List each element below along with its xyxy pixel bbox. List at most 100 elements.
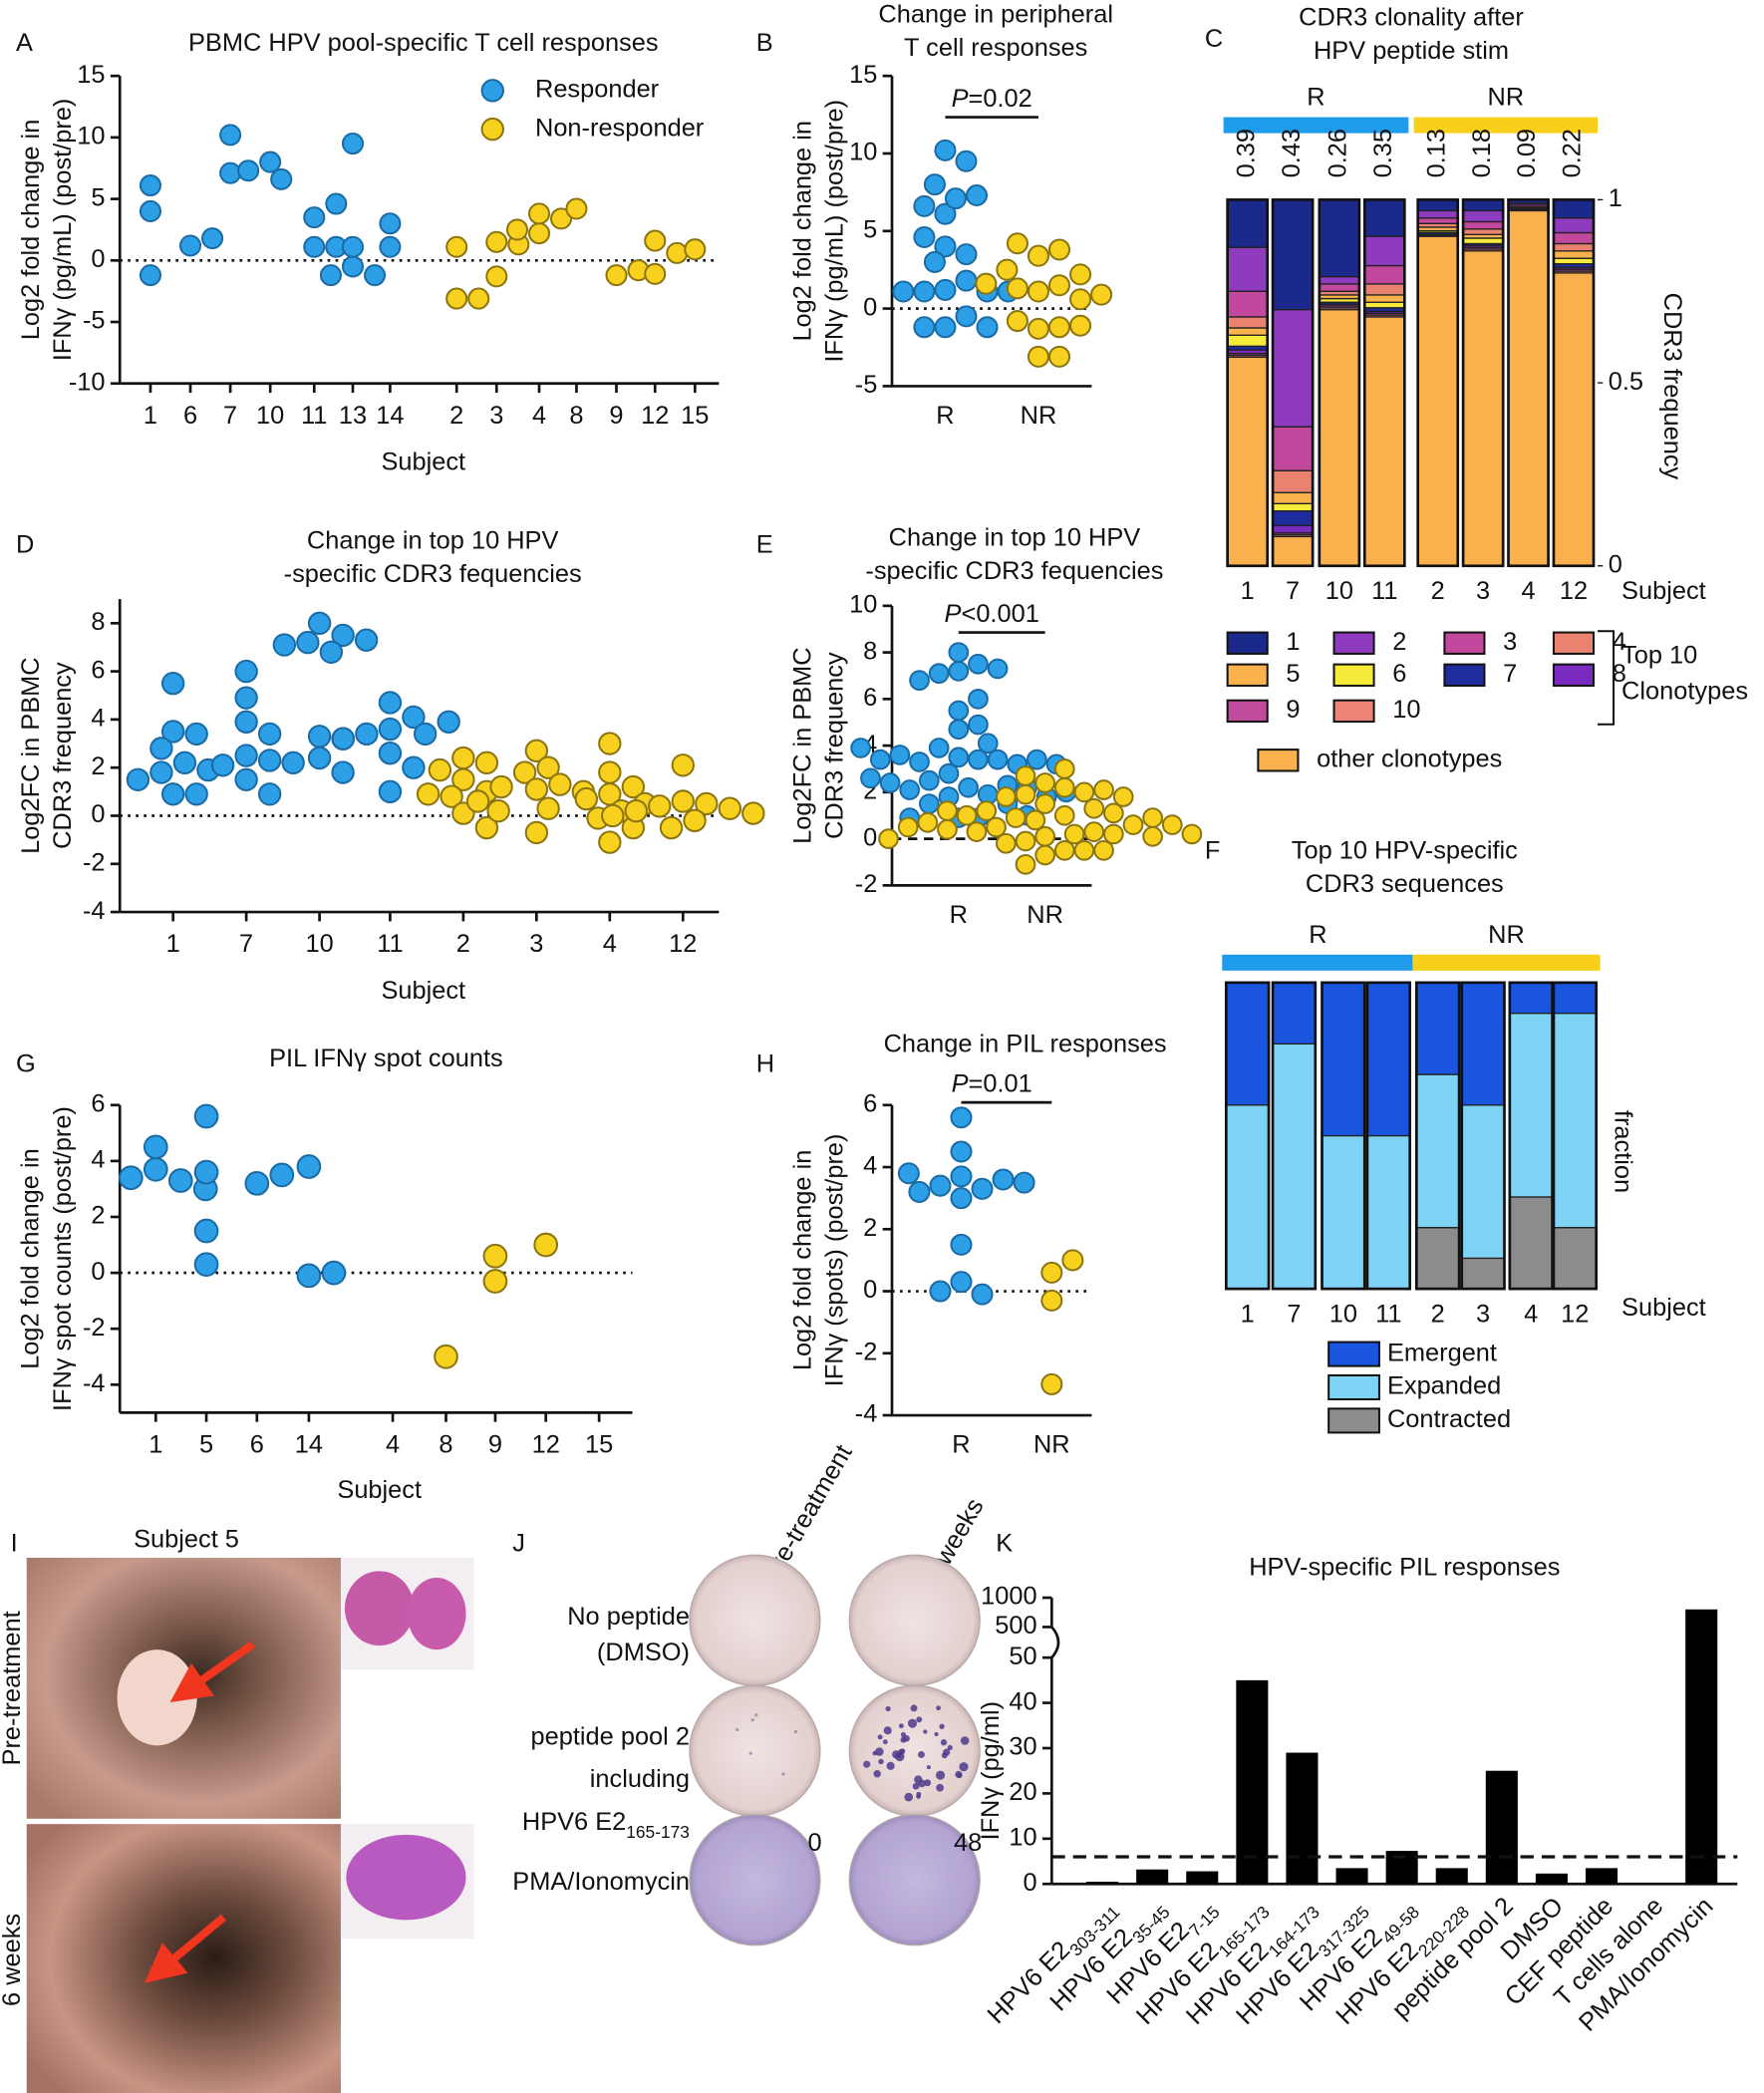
data-point bbox=[307, 725, 332, 748]
arrow bbox=[169, 1641, 256, 1703]
spot bbox=[904, 1792, 914, 1802]
x-tick-label: 1 bbox=[166, 930, 180, 958]
x-tick-label: 13 bbox=[339, 402, 367, 430]
x-tick-label: 4 bbox=[1521, 577, 1535, 605]
chart-title: PBMC HPV pool-specific T cell responses bbox=[188, 29, 659, 57]
data-point bbox=[237, 159, 260, 182]
data-point bbox=[482, 1243, 508, 1269]
data-point bbox=[139, 174, 161, 197]
bar-label: 0.13 bbox=[1422, 129, 1450, 177]
data-point bbox=[975, 272, 998, 295]
data-point bbox=[331, 727, 356, 750]
row-label-text: including bbox=[590, 1765, 690, 1793]
bar-segment bbox=[1509, 982, 1554, 1015]
y-tick-label: 0 bbox=[1609, 550, 1622, 578]
y-tick-label: 15 bbox=[77, 61, 105, 89]
legend-bracket bbox=[1598, 630, 1616, 726]
bar-segment bbox=[1417, 209, 1459, 219]
data-point bbox=[934, 235, 957, 258]
data-point bbox=[879, 772, 901, 793]
data-point bbox=[869, 748, 891, 770]
data-point bbox=[234, 659, 258, 684]
data-point bbox=[598, 830, 622, 854]
data-point bbox=[574, 786, 598, 811]
data-point bbox=[331, 623, 355, 648]
bar-outline bbox=[1362, 198, 1406, 568]
legend-label: other clonotypes bbox=[1317, 745, 1502, 772]
data-point bbox=[1013, 1171, 1035, 1194]
data-point bbox=[1069, 314, 1092, 337]
panel-letter: F bbox=[1205, 837, 1221, 865]
data-point bbox=[992, 1168, 1015, 1191]
data-point bbox=[1161, 814, 1183, 835]
data-point bbox=[257, 782, 282, 806]
data-point bbox=[913, 194, 936, 217]
data-point bbox=[1006, 310, 1029, 333]
data-point bbox=[341, 133, 365, 155]
data-point bbox=[257, 722, 282, 747]
chart-title: CDR3 sequences bbox=[1306, 870, 1504, 898]
bar-segment bbox=[1553, 257, 1595, 265]
bar-segment bbox=[1553, 250, 1595, 259]
bar bbox=[1236, 1679, 1269, 1885]
bar-segment bbox=[1553, 982, 1598, 1015]
data-point bbox=[325, 192, 348, 215]
data-point bbox=[550, 207, 573, 230]
chart-title: CDR3 clonality after bbox=[1299, 3, 1524, 31]
data-point bbox=[524, 777, 549, 801]
y-axis-label: Log2 fold change in bbox=[17, 1148, 45, 1369]
data-point bbox=[364, 264, 387, 287]
legend-swatch bbox=[1327, 1341, 1380, 1367]
group-bar bbox=[1222, 954, 1414, 971]
bar-label: 0.43 bbox=[1278, 129, 1306, 177]
bar-segment bbox=[1461, 1104, 1506, 1260]
spot bbox=[863, 1760, 871, 1768]
group-bar bbox=[1413, 117, 1599, 134]
data-point bbox=[666, 241, 689, 264]
data-point bbox=[269, 1162, 295, 1188]
data-point bbox=[934, 278, 957, 301]
row-label-text: HPV6 E2 bbox=[522, 1808, 626, 1836]
data-point bbox=[486, 798, 510, 823]
bar bbox=[1685, 1609, 1718, 1885]
bar-segment bbox=[1225, 1104, 1270, 1290]
y-tick-label: 10 bbox=[1009, 1824, 1036, 1852]
data-point bbox=[184, 722, 208, 747]
spot bbox=[750, 1718, 754, 1722]
legend-swatch bbox=[1332, 699, 1375, 724]
row-label-text: PMA/Ionomycin bbox=[512, 1868, 690, 1896]
bar-segment bbox=[1553, 198, 1595, 219]
data-point bbox=[341, 235, 365, 258]
bar bbox=[1435, 1868, 1468, 1885]
y-tick-label: -5 bbox=[83, 307, 106, 335]
x-tick-label: 3 bbox=[489, 402, 503, 430]
data-point bbox=[219, 161, 242, 184]
spot bbox=[960, 1736, 970, 1745]
legend-swatch bbox=[480, 117, 504, 142]
y-tick-label: 2 bbox=[91, 1202, 105, 1230]
data-point bbox=[179, 234, 202, 257]
bar bbox=[1136, 1869, 1169, 1885]
chart-title: HPV peptide stim bbox=[1314, 37, 1509, 65]
panel-letter: H bbox=[756, 1049, 774, 1077]
data-point bbox=[379, 235, 402, 258]
legend-label: Responder bbox=[535, 76, 660, 104]
data-point bbox=[950, 1165, 973, 1188]
legend-label: 7 bbox=[1503, 660, 1517, 688]
bar-outline bbox=[1416, 198, 1460, 568]
data-point bbox=[1047, 238, 1071, 261]
group-bar bbox=[1223, 117, 1409, 134]
legend-label: 8 bbox=[1613, 660, 1626, 688]
legend-swatch bbox=[480, 79, 504, 103]
data-point bbox=[270, 167, 293, 190]
chart-title: Change in PIL responses bbox=[884, 1030, 1167, 1057]
data-point bbox=[913, 225, 936, 249]
bar-segment bbox=[1226, 356, 1269, 567]
y-tick-label: -5 bbox=[855, 371, 878, 399]
data-point bbox=[1034, 844, 1055, 866]
x-tick-label: 3 bbox=[1476, 1301, 1490, 1329]
data-point bbox=[1093, 779, 1114, 800]
data-point bbox=[1142, 825, 1163, 847]
spot-count: 48 bbox=[954, 1829, 982, 1857]
y-tick-label: -2 bbox=[855, 1338, 878, 1365]
